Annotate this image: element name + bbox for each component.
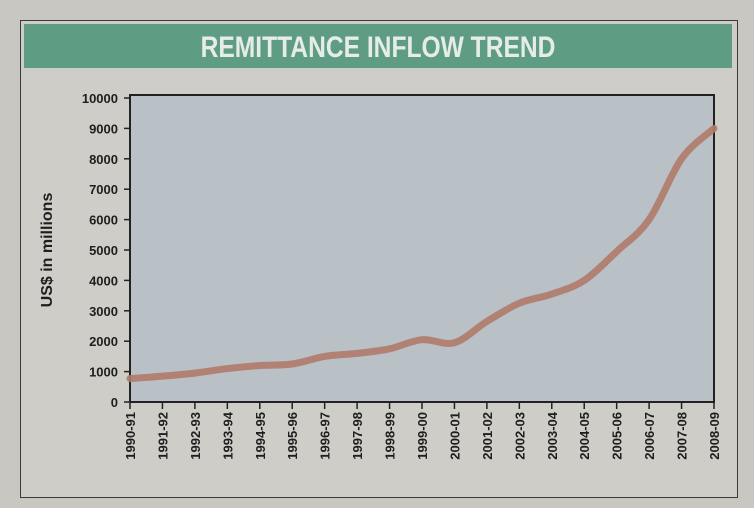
x-tick-label: 2000-01 [447,412,462,460]
y-tick-label: 7000 [89,182,118,197]
y-tick-label: 4000 [89,273,118,288]
x-tick-label: 1999-00 [415,412,430,460]
x-tick-label: 2008-09 [707,412,722,460]
x-tick-label: 1994-95 [253,412,268,460]
x-tick-label: 1993-94 [220,411,235,459]
chart-title: REMITTANCE INFLOW TREND [200,31,556,64]
y-tick-label: 9000 [89,121,118,136]
x-tick-label: 1990-91 [123,412,138,460]
x-tick-label: 1997-98 [350,412,365,460]
title-bar: REMITTANCE INFLOW TREND [24,24,732,68]
x-tick-label: 2006-07 [642,412,657,460]
y-tick-label: 10000 [82,91,118,106]
x-tick-label: 1996-97 [318,412,333,460]
y-tick-label: 1000 [89,365,118,380]
y-tick-label: 8000 [89,152,118,167]
x-tick-label: 1991-92 [155,412,170,460]
x-tick-label: 2003-04 [545,411,560,459]
x-tick-label: 1998-99 [383,412,398,460]
x-tick-label: 2005-06 [610,412,625,460]
y-tick-label: 2000 [89,334,118,349]
x-tick-label: 2004-05 [577,412,592,460]
y-tick-label: 6000 [89,213,118,228]
y-tick-label: 0 [111,395,118,410]
x-tick-label: 2001-02 [480,412,495,460]
x-tick-label: 1995-96 [285,412,300,460]
x-tick-label: 1992-93 [188,412,203,460]
y-tick-label: 3000 [89,304,118,319]
y-tick-label: 5000 [89,243,118,258]
y-axis-label: US$ in millions [39,193,56,308]
plot-area [129,94,715,403]
x-tick-label: 2002-03 [512,412,527,460]
x-tick-label: 2007-08 [675,412,690,460]
